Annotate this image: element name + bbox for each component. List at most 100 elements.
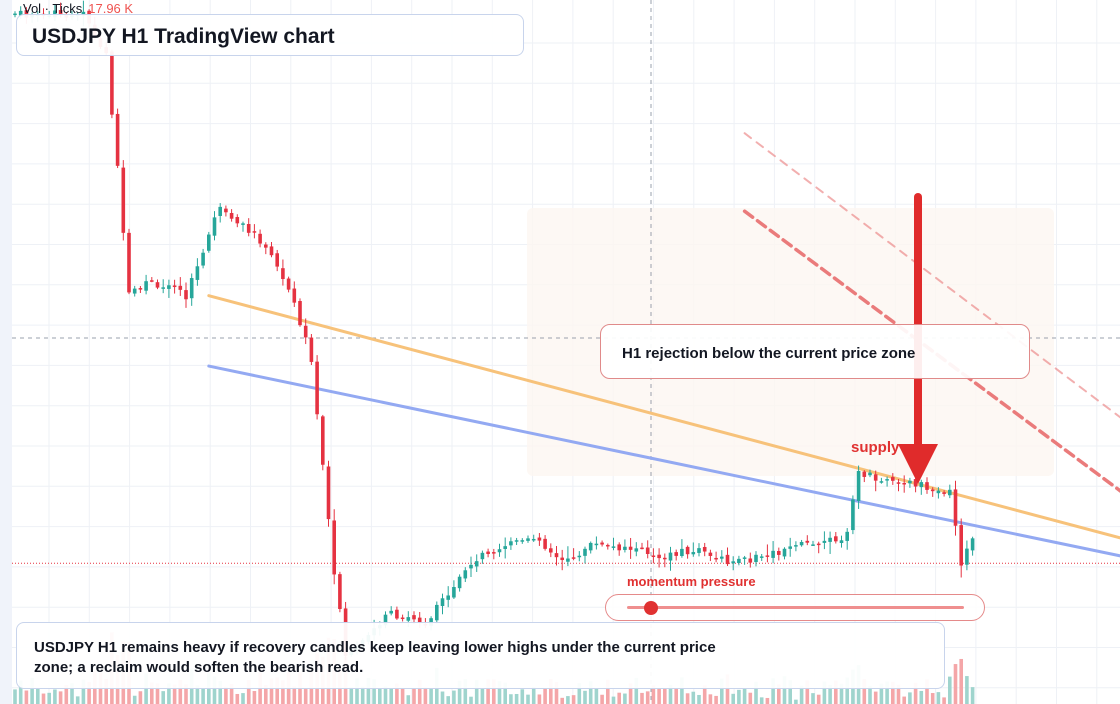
momentum-slider-knob[interactable]: [643, 601, 658, 615]
volume-bar: [492, 679, 496, 704]
candle-body: [275, 253, 279, 267]
candle-body: [731, 561, 735, 564]
volume-bar: [514, 693, 519, 704]
candle-body: [457, 576, 462, 589]
volume-bar: [748, 692, 753, 704]
volume-bar: [651, 685, 656, 704]
volume-bar: [566, 696, 570, 704]
volume-bar: [18, 680, 23, 704]
candle-body: [286, 278, 291, 290]
candle-body: [121, 167, 126, 233]
candle-body: [645, 547, 650, 554]
candle-body: [657, 554, 661, 559]
volume-bar: [218, 680, 222, 704]
volume-bar: [708, 694, 713, 704]
volume-bar: [423, 687, 428, 704]
trendline-orange: [207, 294, 1120, 540]
volume-bar: [224, 686, 228, 704]
candle-body: [292, 288, 297, 303]
candle-body: [742, 557, 747, 559]
volume-bar: [235, 693, 240, 704]
candle-body: [640, 547, 644, 550]
candle-body: [543, 538, 547, 549]
volume-bar: [879, 683, 884, 704]
candle-body: [856, 470, 861, 501]
candle-body: [577, 555, 582, 558]
volume-bar: [229, 684, 234, 704]
supply-label: supply: [851, 439, 900, 456]
volume-bar: [469, 696, 473, 704]
volume-bar: [754, 681, 758, 704]
volume-bar: [503, 682, 507, 704]
candle-body: [110, 51, 114, 115]
candle-body: [891, 477, 895, 481]
volume-bar: [366, 677, 371, 704]
candle-body: [583, 548, 587, 556]
volume-bar: [759, 697, 764, 704]
volume-bar: [246, 679, 251, 704]
candle-body: [315, 361, 319, 415]
candle-body: [714, 557, 718, 560]
candle-body: [594, 543, 599, 546]
volume-bar: [486, 679, 490, 704]
volume-bar: [201, 688, 205, 704]
volume-bar: [908, 692, 912, 704]
candle-body: [851, 499, 855, 531]
trendline-red-dashed-light: [743, 132, 1120, 419]
candle-body: [908, 480, 912, 484]
candle-body: [879, 481, 884, 483]
volume-bar: [771, 678, 775, 704]
momentum-slider[interactable]: [605, 594, 985, 621]
candle-body: [868, 472, 872, 476]
volume-bar: [657, 688, 661, 704]
volume-bar: [942, 697, 946, 704]
candle-body: [680, 548, 684, 557]
volume-bar: [395, 683, 399, 704]
momentum-slider-track: [627, 606, 964, 609]
volume-legend: Vol · Ticks 17.96 K: [23, 1, 133, 16]
volume-bar: [731, 693, 735, 704]
volume-bar: [811, 693, 815, 704]
candle-body: [805, 540, 810, 543]
candle-body: [526, 538, 530, 541]
candle-body: [172, 285, 177, 288]
candle-body: [229, 213, 234, 219]
volume-bar: [611, 696, 616, 704]
candle-body: [759, 556, 764, 558]
candle-body: [58, 10, 63, 15]
volume-bar: [588, 681, 593, 704]
volume-bar: [628, 683, 633, 704]
volume-bar: [714, 695, 718, 704]
candle-body: [264, 244, 268, 248]
volume-bar: [742, 687, 747, 704]
volume-bar: [543, 688, 547, 704]
candle-body: [332, 520, 336, 575]
volume-bar: [925, 679, 929, 704]
candle-body: [269, 246, 274, 256]
volume-bar: [691, 691, 696, 704]
candle-body: [588, 542, 593, 551]
candle-body: [788, 546, 792, 549]
candle-body: [942, 492, 946, 494]
volume-bar: [13, 689, 17, 704]
candle-body: [321, 416, 325, 465]
volume-bar: [725, 674, 730, 704]
candle-body: [252, 231, 257, 233]
volume-bar: [275, 677, 279, 704]
volume-bar: [383, 686, 388, 704]
candle-body: [412, 615, 416, 620]
volume-bar: [965, 676, 969, 704]
candle-body: [463, 570, 468, 579]
volume-bar: [167, 683, 171, 704]
candle-body: [155, 282, 160, 288]
candle-body: [303, 325, 308, 338]
candle-body: [452, 587, 456, 598]
candle-body: [799, 541, 804, 546]
volume-bar: [24, 690, 29, 704]
candle-body: [600, 542, 604, 545]
volume-bar: [828, 684, 832, 704]
candle-body: [623, 546, 627, 550]
volume-bar: [509, 694, 513, 704]
volume-bar: [497, 681, 502, 704]
volume-bar: [862, 679, 867, 704]
